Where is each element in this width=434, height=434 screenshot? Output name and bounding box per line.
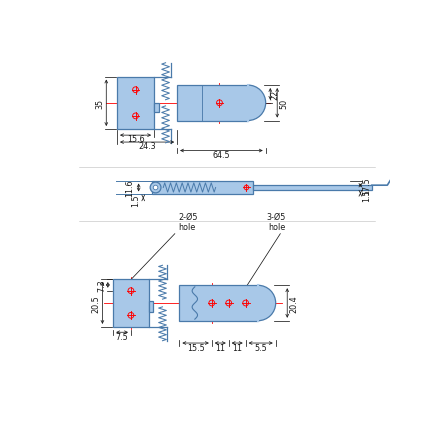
Text: 15.6: 15.6 [126,135,144,144]
Text: 11: 11 [232,343,242,352]
Text: 22: 22 [270,89,279,100]
Text: 5.5: 5.5 [254,343,266,352]
Text: 2-Ø5
hole: 2-Ø5 hole [178,213,198,232]
Text: 11.6: 11.6 [125,179,134,197]
Text: 20.5: 20.5 [91,294,100,312]
Circle shape [150,183,161,194]
Text: 20.4: 20.4 [289,295,298,312]
Bar [113,279,148,327]
Text: 1.5: 1.5 [361,189,370,201]
Text: 24.3: 24.3 [138,142,155,151]
Bar [148,302,153,312]
Bar [152,181,252,195]
Text: 35: 35 [95,99,105,108]
Text: 64.5: 64.5 [212,151,230,160]
Bar [177,86,247,121]
Text: 15.5: 15.5 [186,343,204,352]
Wedge shape [247,86,265,121]
Text: 7.5: 7.5 [115,332,128,342]
Bar [117,77,154,130]
Text: 7.3: 7.3 [97,279,106,292]
Circle shape [153,186,158,191]
Text: 11: 11 [215,343,225,352]
Text: 17.5: 17.5 [361,177,370,194]
Text: 50: 50 [278,99,287,108]
Bar [252,186,371,191]
Text: 1.5: 1.5 [131,194,140,207]
Bar [179,286,257,321]
Bar [154,104,158,113]
Text: 3-Ø5
hole: 3-Ø5 hole [266,213,286,232]
Wedge shape [257,286,275,321]
